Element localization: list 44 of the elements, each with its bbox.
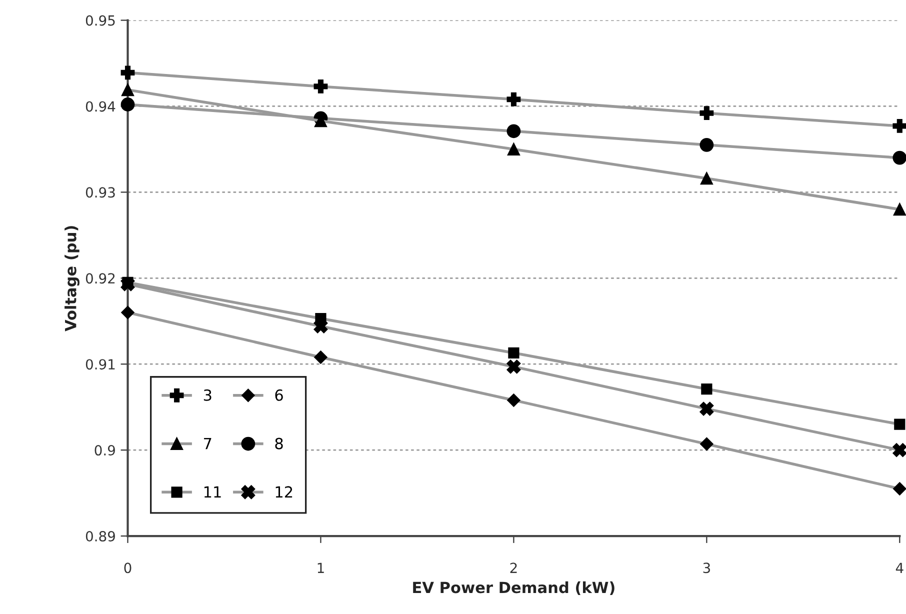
point (506, 124, 521, 138)
point (121, 306, 134, 320)
x-tick-label: 3 (703, 562, 710, 574)
point (892, 119, 906, 133)
legend-label: 3 (204, 389, 212, 401)
point (892, 150, 906, 165)
y-tick-label: 0.92 (86, 273, 115, 284)
legend-label: 7 (204, 438, 212, 450)
point (701, 383, 712, 395)
x-axis-title: EV Power Demand (kW) (413, 581, 614, 596)
y-tick-label: 0.93 (86, 187, 115, 198)
legend-label: 8 (275, 438, 283, 450)
point (314, 80, 328, 94)
legend-label: 12 (276, 486, 292, 498)
y-tick-label: 0.89 (86, 530, 115, 542)
x-tick-label: 4 (896, 562, 904, 573)
point (120, 98, 135, 112)
point (120, 66, 135, 80)
point (892, 443, 906, 458)
point (700, 106, 714, 120)
point (121, 84, 134, 96)
y-tick-label: 0.95 (86, 15, 115, 26)
point (507, 142, 520, 156)
y-axis-title: Voltage (pu) (64, 226, 80, 332)
y-tick-label: 0.91 (86, 359, 115, 370)
point (893, 203, 906, 216)
point (506, 92, 521, 106)
y-tick-label: 0.94 (86, 101, 116, 112)
y-tick-label: 0.9 (94, 445, 115, 456)
point (508, 347, 520, 358)
point (700, 437, 714, 451)
legend-label: 11 (204, 486, 221, 498)
x-tick-label: 0 (124, 562, 132, 574)
point (700, 172, 713, 185)
point (700, 138, 714, 152)
point (700, 402, 714, 416)
point (507, 394, 520, 407)
point (506, 360, 521, 374)
point (893, 482, 906, 496)
x-tick-label: 1 (318, 562, 324, 573)
legend-label: 6 (275, 389, 283, 401)
point (894, 418, 906, 430)
x-tick-label: 2 (510, 562, 517, 573)
point (314, 350, 328, 364)
